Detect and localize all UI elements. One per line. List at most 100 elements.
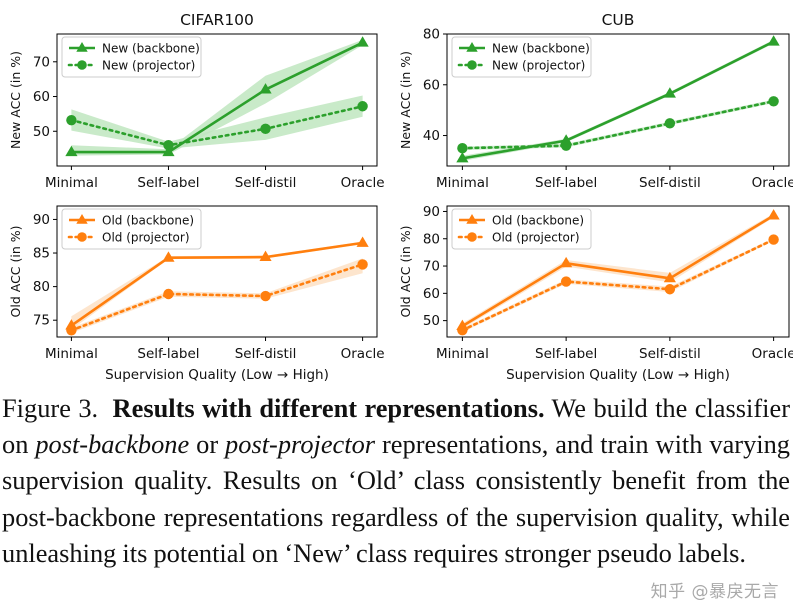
x-tick-label: Minimal: [436, 175, 489, 191]
x-tick-label: Oracle: [341, 346, 385, 362]
y-tick-label: 80: [33, 279, 50, 295]
legend-frame: [451, 36, 592, 78]
y-tick-label: 60: [423, 286, 440, 302]
caption-emphasis-1: post-backbone: [35, 429, 190, 460]
legend-label: Old (projector): [102, 231, 190, 245]
data-point-circle: [768, 96, 779, 107]
data-point-triangle: [356, 36, 369, 47]
y-tick-label: 90: [423, 204, 440, 220]
y-tick-label: 75: [33, 313, 50, 329]
legend: New (backbone) New (projector): [451, 36, 592, 78]
data-point-triangle: [162, 145, 175, 157]
data-point-circle: [66, 114, 77, 126]
figure-caption: Figure 3. Results with different represe…: [2, 390, 790, 571]
data-point-circle: [357, 259, 368, 270]
legend-label: New (projector): [102, 59, 195, 73]
x-tick-label: Self-distil: [235, 346, 297, 362]
legend-marker-triangle: [466, 214, 478, 224]
y-tick-label: 40: [423, 128, 440, 144]
x-tick-label: Self-distil: [235, 175, 297, 191]
x-tick-label: Oracle: [752, 346, 793, 362]
y-tick-label: 80: [423, 231, 440, 247]
x-tick-label: Minimal: [45, 175, 98, 191]
y-axis-label: New ACC (in %): [8, 51, 23, 149]
data-point-triangle: [259, 83, 272, 94]
data-point-triangle: [162, 251, 175, 262]
y-axis-label: Old ACC (in %): [8, 226, 23, 318]
y-tick-label: 50: [423, 313, 440, 329]
legend: New (backbone) New (projector): [61, 36, 202, 78]
y-tick-label: 50: [33, 124, 50, 140]
legend-frame: [451, 208, 592, 250]
chart-panel-0: Minimal Self-label Self-distil Oracle 50 60 70…: [8, 11, 385, 191]
x-tick-label: Self-distil: [639, 346, 701, 362]
x-tick-label: Self-label: [535, 346, 597, 362]
data-point-circle: [457, 324, 468, 336]
series-line-0: [71, 41, 364, 154]
caption-label: Figure 3.: [2, 393, 99, 423]
caption-emphasis-2: post-projector: [225, 429, 376, 460]
x-tick-label: Self-distil: [639, 175, 701, 191]
series-line-0: [462, 40, 775, 160]
legend-label: Old (backbone): [492, 214, 584, 228]
x-tick-label: Minimal: [436, 346, 489, 362]
chart-panel-2: Minimal Self-label Self-distil Oracle 75 80 85…: [8, 205, 385, 383]
x-tick-label: Oracle: [341, 175, 385, 191]
x-tick-label: Self-label: [535, 175, 597, 191]
chart-title: CUB: [602, 11, 635, 29]
data-point-circle: [457, 143, 468, 154]
y-tick-label: 85: [33, 246, 50, 262]
y-axis-label: New ACC (in %): [398, 51, 413, 149]
legend-marker-circle: [467, 232, 477, 242]
data-point-circle: [664, 284, 676, 295]
data-point-circle: [664, 118, 676, 129]
series-line-1: [461, 100, 775, 150]
legend-marker-triangle: [76, 42, 88, 52]
x-axis-label: Supervision Quality (Low → High): [105, 367, 329, 383]
caption-text-3: representations, and train with varying …: [2, 429, 790, 568]
data-point-triangle: [663, 271, 676, 283]
legend-label: New (backbone): [492, 42, 590, 56]
confidence-band-1: [71, 95, 363, 149]
data-point-circle: [260, 123, 271, 135]
caption-text-2: or: [196, 429, 219, 460]
data-point-triangle: [356, 236, 369, 247]
data-point-circle: [357, 101, 368, 112]
data-point-circle: [163, 139, 174, 151]
legend-label: Old (projector): [492, 231, 580, 245]
legend-frame: [61, 208, 202, 250]
series-line-0: [461, 214, 775, 328]
y-tick-label: 60: [33, 89, 50, 105]
x-axis-label: Supervision Quality (Low → High): [506, 367, 730, 383]
y-tick-label: 90: [33, 212, 50, 228]
x-tick-label: Minimal: [45, 346, 98, 362]
data-point-triangle: [560, 256, 573, 268]
legend-marker-triangle: [466, 42, 478, 52]
data-point-circle: [768, 234, 779, 245]
axes-frame: [446, 205, 790, 338]
legend-label: Old (backbone): [102, 214, 194, 228]
data-point-circle: [66, 325, 77, 336]
watermark: 知乎 @暴戾无言: [650, 582, 779, 602]
legend-marker-circle: [77, 232, 87, 242]
data-point-triangle: [456, 151, 469, 163]
y-tick-label: 80: [423, 27, 440, 43]
legend-marker-triangle: [76, 214, 88, 224]
caption-text-1: We build the classifier on: [2, 393, 791, 460]
data-point-triangle: [767, 35, 780, 46]
legend-marker-circle: [467, 60, 477, 70]
legend-frame: [61, 36, 202, 78]
chart-panel-1: Minimal Self-label Self-distil Oracle 40 60 80…: [398, 11, 793, 191]
legend-label: New (backbone): [102, 42, 200, 56]
x-tick-label: Oracle: [752, 175, 793, 191]
y-tick-label: 70: [423, 259, 440, 275]
y-tick-label: 60: [423, 77, 440, 93]
data-point-triangle: [65, 145, 78, 157]
data-point-triangle: [663, 87, 676, 98]
legend-label: New (projector): [492, 59, 585, 73]
axes-frame: [446, 33, 790, 167]
confidence-band-1: [462, 99, 774, 150]
legend-marker-circle: [77, 60, 87, 70]
y-axis-label: Old ACC (in %): [398, 226, 413, 318]
confidence-band-0: [71, 39, 363, 156]
